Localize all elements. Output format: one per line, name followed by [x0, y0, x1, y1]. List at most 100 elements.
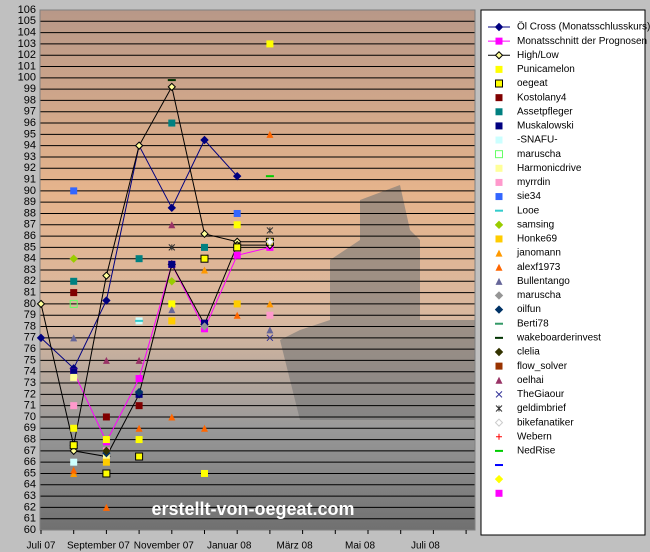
data-point [266, 311, 274, 319]
legend-marker [495, 150, 503, 159]
legend-marker [494, 474, 504, 484]
legend-marker [495, 178, 503, 186]
data-point [232, 171, 242, 181]
data-point [102, 436, 110, 444]
y-tick-label: 93 [24, 151, 36, 163]
data-point [168, 317, 176, 325]
data-point [135, 356, 143, 364]
data-point [70, 466, 78, 474]
data-point [266, 326, 274, 334]
y-tick-label: 87 [24, 219, 36, 231]
legend-marker [495, 391, 503, 398]
y-tick-label: 88 [24, 207, 36, 219]
series-line [40, 85, 270, 446]
data-point [102, 503, 110, 511]
data-point [233, 300, 241, 308]
y-tick-label: 97 [24, 106, 36, 118]
legend-label: Öl Cross (Monatsschlusskurs) [517, 21, 650, 33]
legend-marker [495, 405, 503, 412]
legend-label: Muskalowski [517, 121, 574, 132]
data-point [200, 322, 209, 331]
legend-marker [494, 418, 504, 427]
legend-label: Honke69 [517, 234, 557, 245]
data-point [168, 306, 176, 314]
y-tick-label: 95 [24, 128, 36, 140]
data-point [70, 277, 78, 285]
y-tick-label: 100 [18, 72, 36, 84]
data-point [167, 203, 177, 213]
y-tick-label: 82 [24, 275, 36, 287]
data-point [168, 413, 176, 421]
x-tick-label: Juli 08 [411, 541, 440, 552]
legend-label: oilfun [517, 304, 541, 315]
legend-marker [495, 489, 503, 497]
y-tick-label: 89 [24, 196, 36, 208]
legend-marker [495, 108, 503, 116]
legend-label: -SNAFU- [517, 135, 558, 146]
legend-marker [494, 347, 504, 357]
data-point [200, 229, 209, 239]
y-tick-label: 86 [24, 230, 36, 242]
y-tick-label: 73 [24, 377, 36, 389]
rig-silhouette [280, 185, 475, 420]
legend [480, 9, 646, 536]
legend-marker [495, 37, 503, 45]
legend-marker [494, 305, 504, 314]
x-tick-label: Mai 08 [345, 541, 375, 552]
y-tick-label: 84 [24, 253, 36, 265]
legend-marker [495, 235, 503, 243]
legend-marker [495, 65, 503, 73]
data-point [266, 300, 274, 308]
data-point [102, 469, 111, 478]
x-tick-label: November 07 [134, 541, 194, 552]
data-point [266, 40, 274, 48]
data-point [167, 82, 177, 92]
legend-marker [495, 164, 503, 172]
data-point [266, 227, 274, 234]
y-tick-label: 99 [24, 83, 36, 95]
data-point [70, 458, 78, 466]
data-point [134, 387, 144, 397]
y-tick-label: 77 [24, 332, 36, 344]
data-point [135, 375, 143, 383]
legend-marker [495, 277, 503, 285]
data-point [36, 333, 46, 343]
data-point [168, 260, 176, 268]
legend-marker [495, 122, 503, 130]
y-tick-label: 101 [18, 60, 36, 72]
legend-label: geldimbrief [517, 403, 566, 414]
data-point [70, 402, 78, 410]
data-point [102, 296, 111, 305]
legend-marker [495, 362, 503, 370]
data-point [200, 135, 209, 145]
data-point [266, 130, 274, 138]
legend-label: Assetpfleger [517, 106, 573, 117]
data-point [168, 221, 176, 229]
legend-marker [496, 433, 502, 440]
legend-marker [495, 376, 503, 384]
data-point [69, 441, 78, 450]
y-tick-label: 60 [24, 524, 36, 536]
data-point [168, 300, 176, 308]
data-point [70, 368, 78, 376]
data-point [266, 334, 274, 342]
data-point [233, 209, 241, 217]
legend-label: sie34 [517, 191, 541, 202]
legend-label: Bullentango [517, 276, 570, 287]
legend-marker [494, 51, 504, 60]
legend-marker [495, 79, 503, 88]
data-point [102, 356, 110, 364]
x-tick-label: September 07 [67, 541, 130, 552]
y-tick-label: 90 [24, 185, 36, 197]
y-tick-label: 103 [18, 38, 36, 50]
data-point [70, 424, 78, 432]
data-point [102, 413, 110, 421]
legend-label: maruscha [517, 290, 561, 301]
y-tick-label: 71 [24, 400, 36, 412]
legend-label: High/Low [517, 50, 559, 61]
y-tick-label: 79 [24, 309, 36, 321]
data-point [135, 255, 143, 263]
data-point [69, 254, 78, 263]
legend-label: Looe [517, 205, 540, 216]
